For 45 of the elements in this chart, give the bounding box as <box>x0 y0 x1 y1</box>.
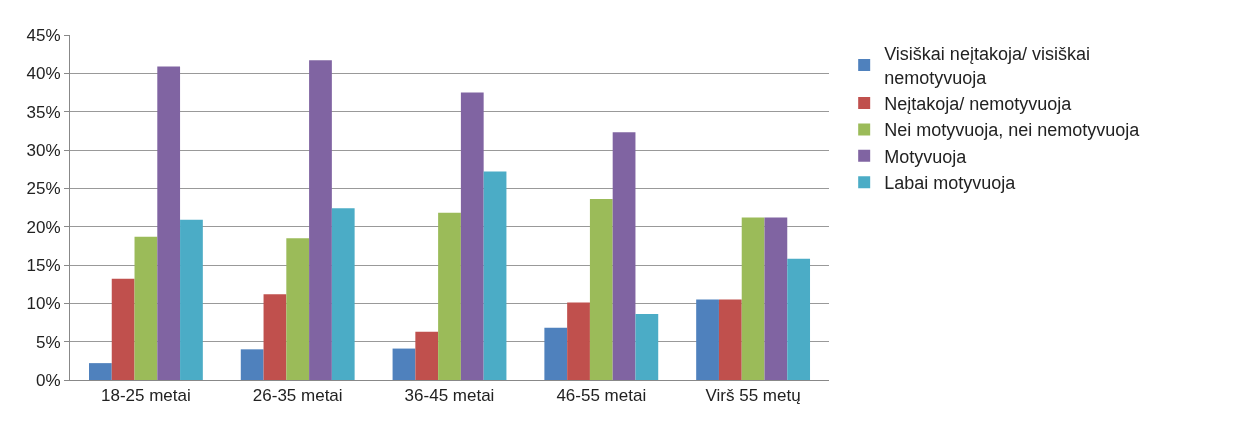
legend-label: Nei motyvuoja, nei nemotyvuoja <box>884 120 1141 141</box>
x-tick-label: 26-35 metai <box>252 386 343 406</box>
bar <box>309 60 332 380</box>
bar <box>331 208 355 380</box>
bar <box>483 171 507 380</box>
y-tick-label: 40% <box>26 64 61 84</box>
y-tick-label: 5% <box>36 332 61 352</box>
legend-label: Neįtakoja/ nemotyvuoja <box>884 94 1073 115</box>
bar <box>157 66 181 380</box>
bar <box>111 278 135 380</box>
legend-label: Motyvuoja <box>884 146 968 167</box>
y-tick-label: 45% <box>26 25 61 45</box>
y-tick-label: 10% <box>26 294 61 314</box>
bar <box>544 327 568 380</box>
bar <box>612 132 636 380</box>
bar <box>415 331 439 380</box>
legend-label: Visiškai neįtakoja/ visiškai nemotyvuoja <box>884 44 1090 88</box>
bar <box>589 199 613 380</box>
bar <box>263 294 287 380</box>
bar <box>635 314 659 380</box>
bar <box>134 236 158 380</box>
bar <box>787 258 811 380</box>
y-tick-label: 0% <box>36 370 61 390</box>
bar <box>696 299 719 380</box>
bar <box>180 219 203 380</box>
bar <box>392 348 416 380</box>
bar <box>240 349 264 380</box>
x-tick-label: Virš 55 metų <box>705 386 801 406</box>
bar <box>741 217 765 380</box>
y-tick-label: 25% <box>26 179 61 199</box>
bar <box>286 238 310 380</box>
legend-label: Labai motyvuoja <box>884 173 1017 194</box>
x-tick-label: 36-45 metai <box>404 386 495 406</box>
bar <box>438 212 461 380</box>
bar <box>88 363 112 380</box>
bar <box>460 92 484 380</box>
bar <box>718 299 742 380</box>
y-tick-label: 15% <box>26 255 61 275</box>
y-tick-label: 20% <box>26 217 61 237</box>
y-tick-label: 35% <box>26 102 61 122</box>
y-tick-label: 30% <box>26 140 61 160</box>
x-tick-label: 46-55 metai <box>556 386 647 406</box>
bar <box>764 217 788 380</box>
x-tick-label: 18-25 metai <box>101 386 191 406</box>
bar <box>567 302 590 380</box>
